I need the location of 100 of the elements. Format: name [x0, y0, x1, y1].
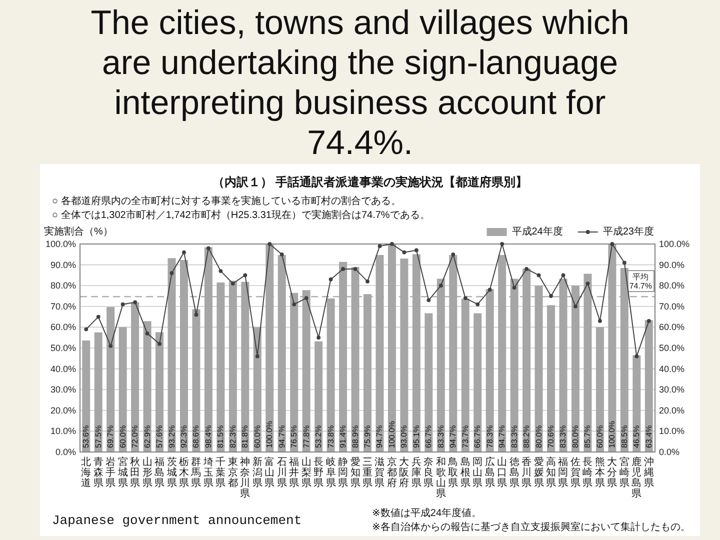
bar	[156, 332, 164, 452]
x-tick-label: 東京都	[228, 456, 238, 489]
y2-tick-label: 40.0%	[659, 364, 685, 374]
point	[268, 242, 272, 246]
point	[133, 300, 138, 304]
bar	[253, 327, 262, 452]
x-tick-label: 愛媛県	[534, 456, 544, 489]
point	[586, 282, 590, 286]
data-label: 82.3%	[228, 425, 238, 448]
bar	[608, 244, 616, 452]
x-tick-label: 熊本県	[594, 456, 605, 489]
y2-tick-label: 60.0%	[659, 322, 685, 332]
point	[120, 302, 125, 306]
x-tick-label: 佐賀県	[570, 457, 580, 489]
text: ※各自治体からの報告に基づき自立支援振興室において集計したもの。	[372, 521, 690, 533]
data-label: 60.0%	[595, 425, 604, 448]
point	[255, 354, 260, 358]
x-tick-label: 香川県	[522, 456, 532, 489]
x-tick-label: 福井県	[289, 456, 300, 489]
bar	[168, 258, 176, 452]
point	[426, 298, 431, 302]
chart-title: The cities, towns and villages which are undertaking the sign-language interpreting business account for 74.4%.	[90, 4, 630, 162]
bar	[498, 255, 506, 452]
bar	[278, 255, 286, 452]
x-tick-label: 神奈川県	[240, 456, 250, 500]
point	[402, 250, 406, 254]
point	[96, 314, 100, 319]
chart-subtitle: （内訳１） 手話通訳者派遣事業の実施状況【都道府県別】	[212, 175, 528, 189]
x-tick-label: 宮城県	[116, 456, 128, 489]
bar	[118, 327, 127, 452]
point	[108, 344, 113, 348]
point	[512, 286, 516, 290]
x-tick-label: 埼玉県	[202, 456, 214, 489]
point	[353, 267, 358, 271]
bar	[486, 289, 494, 452]
y2-tick-label: 30.0%	[659, 384, 685, 395]
legend-label: 平成23年度	[602, 226, 654, 238]
data-label: 66.7%	[424, 425, 434, 448]
data-label: 53.2%	[314, 425, 324, 448]
data-label: 57.6%	[155, 425, 164, 448]
data-label: 46.5%	[632, 425, 642, 448]
point	[463, 296, 468, 300]
x-tick-label: 山形県	[142, 456, 152, 489]
bar	[424, 313, 433, 452]
data-label: 62.9%	[142, 425, 152, 448]
point	[622, 260, 626, 265]
bar	[644, 320, 653, 452]
bar	[314, 341, 323, 452]
y-tick-label: 70.0%	[50, 301, 76, 312]
point	[170, 271, 174, 276]
x-tick-label: 静岡県	[338, 456, 348, 489]
y-axis-title: 実施割合（%）	[44, 226, 113, 238]
point	[438, 284, 443, 288]
data-label: 94.7%	[498, 425, 507, 448]
point	[414, 248, 418, 252]
x-tick-label: 三重県	[362, 457, 372, 489]
x-tick-label: 京都府	[386, 456, 397, 489]
point	[500, 242, 504, 246]
x-tick-label: 茨城県	[166, 456, 177, 489]
data-label: 83.3%	[510, 425, 519, 448]
data-label: 73.8%	[326, 425, 336, 448]
y2-tick-label: 10.0%	[659, 426, 685, 436]
point	[574, 304, 578, 308]
x-tick-label: 奈良県	[424, 457, 434, 489]
data-label: 77.8%	[302, 425, 311, 448]
data-label: 81.8%	[240, 425, 250, 448]
data-label: 94.7%	[448, 425, 458, 448]
point	[206, 246, 210, 250]
point	[390, 242, 394, 246]
point	[488, 288, 492, 292]
point	[230, 282, 235, 286]
data-label: 60.0%	[118, 425, 128, 448]
point	[451, 252, 456, 256]
bar	[474, 313, 482, 452]
data-label: 100.0%	[387, 420, 396, 448]
bar	[94, 332, 102, 452]
text: Japanese government announcement	[52, 513, 302, 528]
y-tick-label: 90.0%	[50, 260, 76, 270]
point	[328, 277, 333, 282]
x-tick-label: 大阪府	[399, 456, 410, 489]
point	[218, 269, 223, 273]
data-label: 83.3%	[558, 425, 568, 448]
point	[378, 244, 382, 248]
data-label: 91.4%	[338, 425, 348, 448]
x-tick-label: 青森県	[93, 456, 104, 489]
point	[145, 331, 150, 336]
bar	[388, 244, 396, 452]
y2-tick-label: 100.0%	[659, 239, 690, 249]
point	[536, 273, 541, 278]
data-label: 100.0%	[265, 420, 274, 448]
data-label: 78.3%	[485, 425, 494, 448]
bar	[82, 340, 90, 452]
x-tick-label: 山口県	[497, 456, 508, 489]
data-label: 66.7%	[473, 425, 482, 448]
data-label: 83.3%	[436, 425, 446, 448]
point	[646, 319, 651, 323]
point	[194, 312, 198, 317]
point	[304, 296, 308, 300]
point	[524, 267, 528, 271]
data-label: 93.2%	[167, 425, 176, 448]
